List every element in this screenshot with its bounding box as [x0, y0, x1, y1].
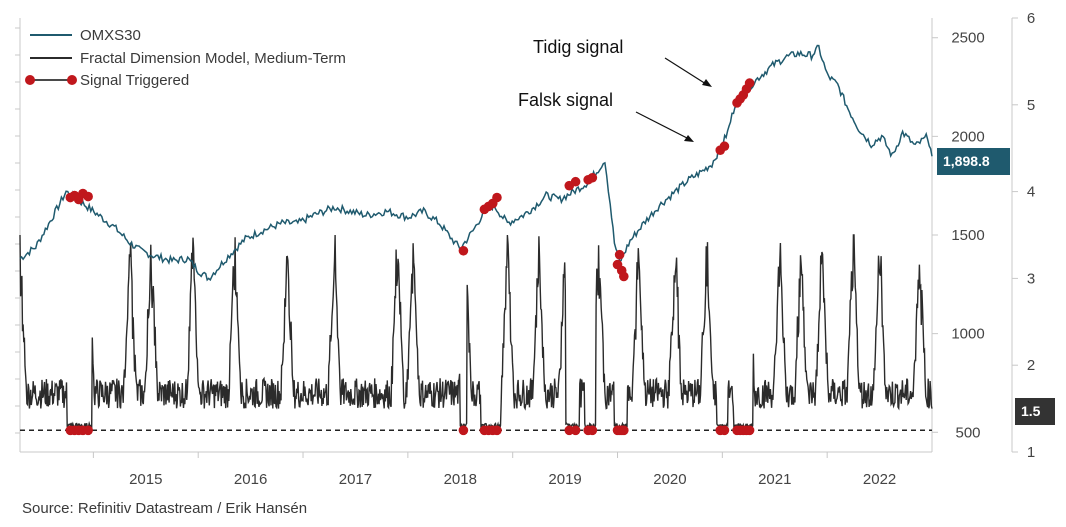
omx-tick-label: 2500: [951, 30, 984, 47]
x-tick-label: 2017: [339, 471, 372, 488]
fd-signal-marker: [83, 425, 93, 436]
legend-swatch-signal-dot-left: [25, 75, 35, 85]
signal-marker: [570, 176, 581, 187]
x-tick-label: 2022: [863, 471, 896, 488]
annotation-falsk-arrow: [635, 111, 688, 139]
signal-marker: [614, 249, 625, 260]
signal-marker: [83, 191, 93, 202]
legend-label-omxs30: OMXS30: [80, 27, 141, 44]
fd-signal-marker: [587, 425, 598, 436]
annotation-tidig: Tidig signal: [533, 37, 712, 87]
annotation-tidig-label: Tidig signal: [533, 37, 623, 57]
left-axis: [15, 18, 21, 452]
fd-signal-marker: [744, 425, 755, 436]
omx-tick-label: 2000: [951, 128, 984, 145]
fractal-dimension-series-line: [19, 234, 933, 431]
fd-tick-label: 2: [1027, 357, 1035, 374]
annotation-tidig-arrowhead: [702, 79, 712, 87]
fd-tick-label: 4: [1027, 184, 1035, 201]
fd-signal-marker: [719, 425, 730, 436]
fd-signal-marker: [458, 425, 469, 436]
x-axis: 2015 2016 2017 2018 2019 2020 2021 2022: [20, 451, 932, 488]
annotation-falsk: Falsk signal: [518, 90, 694, 142]
omxs30-series-line: [19, 44, 933, 282]
annotation-tidig-arrow: [664, 57, 707, 85]
legend-label-signal: Signal Triggered: [80, 72, 189, 89]
fd-signal-markers: [65, 425, 755, 436]
omxs30-last-value-badge: 1,898.8: [937, 148, 1010, 175]
x-tick-label: 2019: [548, 471, 581, 488]
signal-marker: [744, 78, 755, 88]
x-tick-label: 2015: [129, 471, 162, 488]
fd-tick-label: 1: [1027, 444, 1035, 461]
fd-tick-label: 3: [1027, 270, 1035, 287]
annotation-falsk-label: Falsk signal: [518, 90, 613, 110]
x-tick-label: 2020: [653, 471, 686, 488]
signal-markers: [65, 78, 755, 282]
signal-marker: [719, 141, 730, 152]
fractal-last-value-badge: 1.5: [1015, 398, 1055, 425]
fd-signal-marker: [570, 425, 581, 436]
right-axis: 500 1000 1500 2000 2500 1 2 3 4 5 6: [931, 10, 1035, 461]
fd-signal-marker: [619, 425, 629, 436]
x-tick-label: 2018: [444, 471, 477, 488]
signal-marker: [458, 245, 469, 256]
source-note: Source: Refinitiv Datastream / Erik Hans…: [22, 500, 308, 517]
omx-tick-label: 500: [955, 424, 980, 441]
legend: OMXS30 Fractal Dimension Model, Medium-T…: [25, 27, 346, 89]
fd-tick-label: 5: [1027, 97, 1035, 114]
fd-signal-marker: [492, 425, 502, 436]
omx-tick-label: 1000: [951, 326, 984, 343]
legend-swatch-signal-dot-right: [67, 75, 77, 85]
signal-marker: [492, 192, 502, 203]
omx-tick-label: 1500: [951, 227, 984, 244]
annotation-falsk-arrowhead: [684, 135, 694, 142]
signal-marker: [587, 172, 598, 183]
legend-label-fractal: Fractal Dimension Model, Medium-Term: [80, 50, 346, 67]
fd-tick-label: 6: [1027, 10, 1035, 27]
x-tick-label: 2016: [234, 471, 267, 488]
x-tick-label: 2021: [758, 471, 791, 488]
signal-marker: [619, 271, 629, 282]
